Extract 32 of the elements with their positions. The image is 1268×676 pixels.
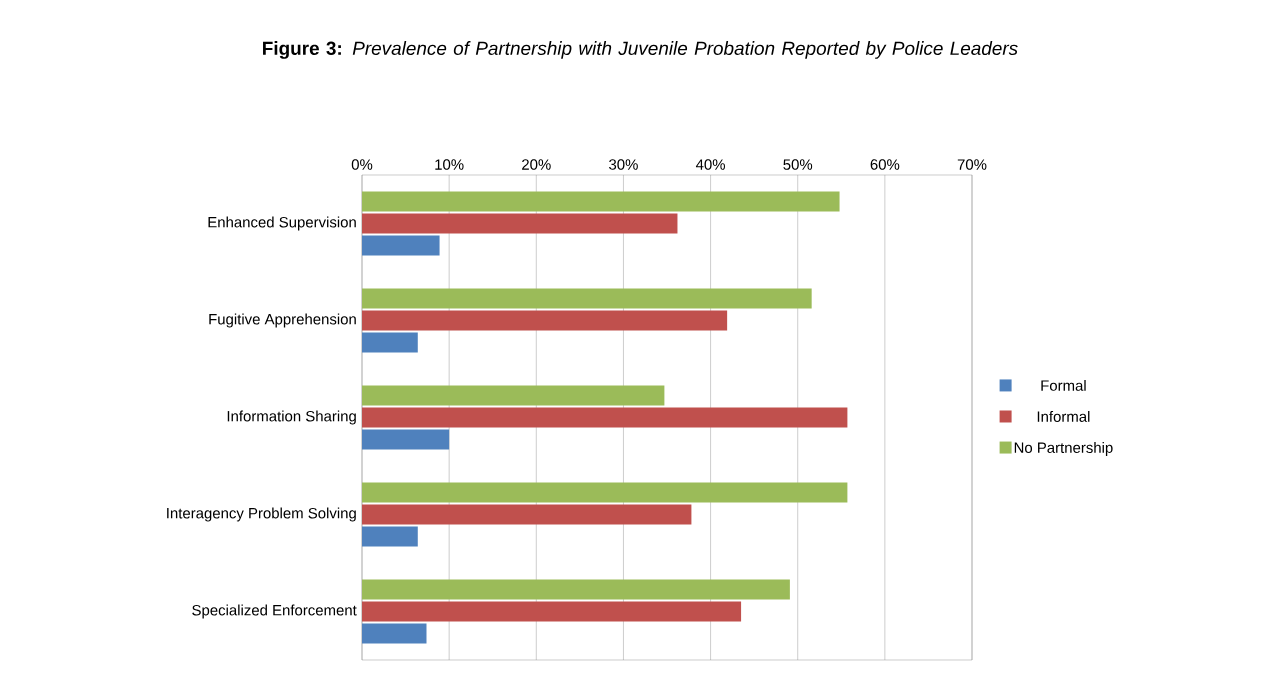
bar — [362, 288, 812, 309]
y-tick-label: Enhanced Supervision — [208, 216, 356, 231]
legend-label: Formal — [1041, 379, 1086, 391]
x-tick-label: 60% — [870, 159, 900, 170]
x-tick-label: 10% — [435, 159, 464, 170]
y-tick-label: Specialized Enforcement — [192, 604, 357, 619]
x-tick-label: 0% — [351, 159, 373, 170]
x-tick-label: 20% — [522, 159, 551, 170]
y-tick-label: Fugitive Apprehension — [209, 313, 356, 328]
y-tick-label: Information Sharing — [227, 410, 356, 425]
bar — [362, 579, 790, 600]
x-tick-label: 30% — [609, 159, 638, 170]
bar — [362, 191, 840, 212]
x-tick-label: 50% — [783, 159, 813, 170]
legend-label: Informal — [1037, 410, 1090, 422]
legend-label: No Partnership — [1014, 442, 1113, 456]
x-tick-label: 70% — [957, 159, 987, 170]
chart-title: Figure 3: Prevalence of Partnership with Juvenile Probation Reported by Police Leaders — [263, 41, 1018, 59]
bar — [362, 332, 418, 353]
y-tick-label: Interagency Problem Solving — [167, 507, 356, 522]
x-tick-label: 40% — [695, 159, 725, 170]
bar — [362, 526, 418, 547]
bar — [362, 482, 848, 503]
bar — [362, 623, 427, 644]
bar — [362, 407, 848, 428]
bar — [362, 235, 440, 256]
bar — [362, 601, 742, 622]
bar — [362, 310, 728, 331]
bar — [362, 213, 678, 234]
bar — [362, 429, 450, 450]
bar — [362, 385, 665, 406]
bar — [362, 504, 692, 525]
